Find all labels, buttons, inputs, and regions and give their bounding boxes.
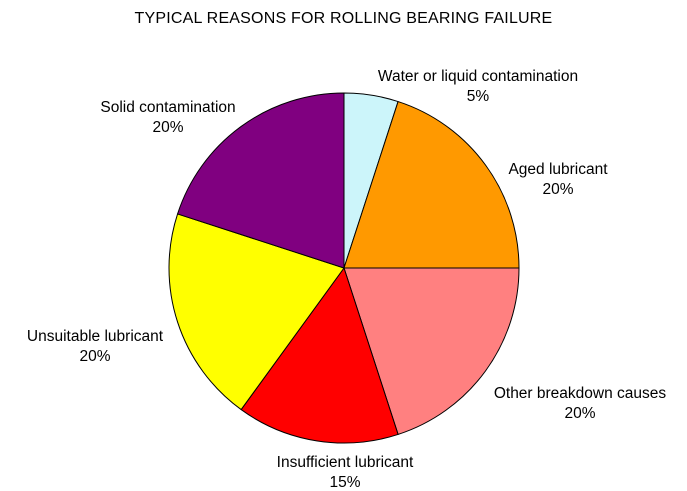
slice-percentage: 15% [329, 474, 360, 491]
slice-label: Water or liquid contamination [378, 68, 578, 85]
pie-slice-aged-lubricant [343, 101, 520, 269]
pie-slice-other-breakdown-causes [343, 267, 520, 435]
pie-labels: Water or liquid contamination 5% Aged lubr… [27, 68, 666, 491]
slice-label: Unsuitable lubricant [27, 328, 164, 345]
pie-slice-unsuitable-lubricant [168, 213, 345, 411]
pie-slice-insufficient-lubricant [240, 267, 399, 444]
slice-label: Aged lubricant [508, 161, 608, 178]
pie-slices [168, 92, 520, 444]
slice-label: Other breakdown causes [494, 385, 667, 402]
chart-title: TYPICAL REASONS FOR ROLLING BEARING FAIL… [134, 10, 553, 27]
slice-percentage: 20% [542, 181, 573, 198]
slice-label: Insufficient lubricant [277, 454, 414, 471]
slice-percentage: 5% [467, 88, 490, 105]
slice-percentage: 20% [79, 348, 110, 365]
pie-slice-solid-contamination [177, 92, 345, 269]
slice-label: Solid contamination [100, 99, 235, 116]
slice-percentage: 20% [152, 119, 183, 136]
slice-percentage: 20% [564, 405, 595, 422]
